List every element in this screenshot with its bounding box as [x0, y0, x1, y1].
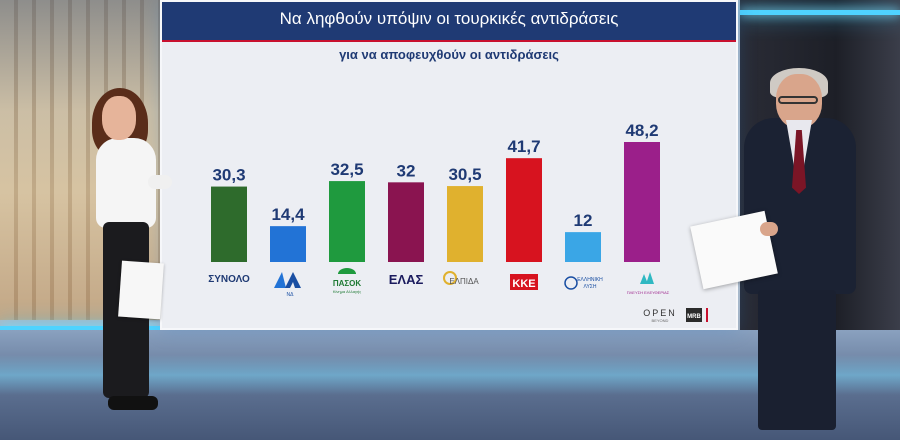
elliniki-lysi-logo-icon: ΕΛΛΗΝΙΚΗ ΛΥΣΗ — [564, 276, 603, 290]
value-label-3: 32,5 — [330, 160, 363, 179]
bar-1 — [211, 186, 247, 262]
category-label-nd: ΝΔ — [287, 292, 295, 298]
bars-layer — [211, 142, 660, 262]
floor-light-glow — [0, 355, 900, 395]
presenter-woman-paper — [118, 260, 164, 320]
nd-logo-icon: ΝΔ — [274, 272, 301, 298]
neon-light-left — [0, 326, 160, 332]
value-label-4: 32 — [397, 161, 416, 180]
category-label-pasok: ΠΑΣΟΚ — [333, 279, 362, 288]
presenter-woman-face — [102, 96, 136, 140]
bar-7 — [565, 232, 601, 262]
pollster-logo: MRB — [687, 314, 701, 320]
bar-6 — [506, 158, 542, 262]
value-label-7: 12 — [574, 211, 593, 230]
studio-floor — [0, 330, 900, 440]
value-labels-layer: 30,3 14,4 32,5 32 30,5 41,7 12 48,2 — [212, 121, 658, 230]
bar-5 — [447, 186, 483, 262]
elpida-logo-icon: ΕΛΠΙΔΑ — [443, 271, 479, 286]
value-label-6: 41,7 — [507, 137, 540, 156]
category-label-elliniki-line1: ΕΛΛΗΝΙΚΗ — [577, 277, 603, 283]
kke-logo-icon: ΚΚΕ — [510, 274, 538, 290]
plefsi-logo-icon: ΠΛΕΥΣΗ ΕΛΕΥΘΕΡΙΑΣ — [627, 272, 670, 295]
presenter-woman-arm — [148, 175, 172, 189]
pasok-logo-icon: ΠΑΣΟΚ Κίνημα Αλλαγής — [333, 268, 362, 294]
bar-chart: 30,3 14,4 32,5 32 30,5 41,7 12 48,2 ΣΥΝΟΛΟ ΝΔ Π… — [208, 121, 708, 323]
value-label-2: 14,4 — [271, 205, 305, 224]
bar-2 — [270, 226, 306, 262]
channel-logo-sub: BEYOND — [652, 318, 669, 323]
bar-8 — [624, 142, 660, 262]
category-label-elas: ΕΛΑΣ — [389, 272, 424, 287]
chart-subtitle: για να αποφευχθούν οι αντιδράσεις — [339, 47, 559, 62]
category-label-synolo: ΣΥΝΟΛΟ — [208, 274, 250, 285]
presenter-man-glasses — [778, 96, 818, 104]
value-label-1: 30,3 — [212, 166, 245, 185]
bar-4 — [388, 182, 424, 262]
chart-header-bar: Να ληφθούν υπόψιν οι τουρκικές αντιδράσε… — [162, 2, 736, 42]
bar-3 — [329, 181, 365, 262]
value-label-8: 48,2 — [625, 121, 658, 140]
category-label-plefsi: ΠΛΕΥΣΗ ΕΛΕΥΘΕΡΙΑΣ — [627, 290, 670, 295]
category-label-pasok-sub: Κίνημα Αλλαγής — [333, 289, 361, 294]
presenter-woman-shoes — [108, 396, 158, 410]
chart-panel: Να ληφθούν υπόψιν οι τουρκικές αντιδράσε… — [160, 0, 738, 330]
category-label-kke: ΚΚΕ — [512, 278, 535, 290]
category-label-elliniki-line2: ΛΥΣΗ — [583, 284, 596, 290]
category-logos: ΣΥΝΟΛΟ ΝΔ ΠΑΣΟΚ Κίνημα Αλλαγής ΕΛΑΣ ΕΛΠΙ… — [208, 268, 670, 298]
pollster-logo-box — [686, 308, 702, 322]
chart-title: Να ληφθούν υπόψιν οι τουρκικές αντιδράσε… — [279, 9, 619, 28]
channel-logo: OPEN — [643, 308, 677, 318]
presenter-man-tie — [792, 130, 806, 194]
neon-light-right — [740, 10, 900, 15]
accent-stripe — [706, 308, 708, 322]
value-label-5: 30,5 — [448, 165, 481, 184]
presenter-man-pants — [758, 290, 836, 430]
category-label-elpida: ΕΛΠΙΔΑ — [449, 277, 479, 286]
presenter-man-hand — [760, 222, 778, 236]
presenter-woman-shirt — [96, 138, 156, 228]
